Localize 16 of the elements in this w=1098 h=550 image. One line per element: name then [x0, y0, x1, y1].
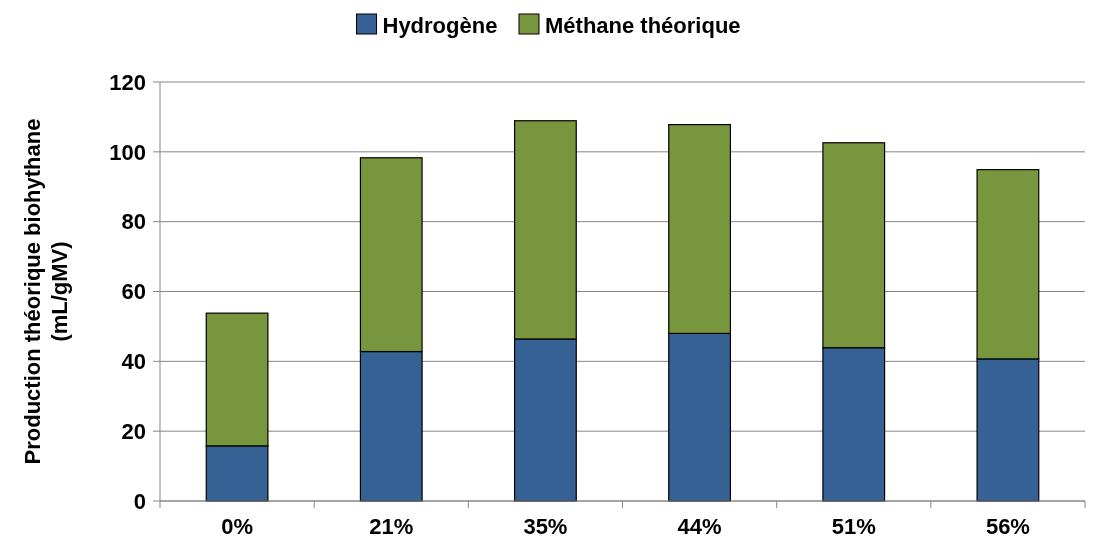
y-tick-label: 40 — [121, 349, 146, 375]
legend-label: Méthane théorique — [545, 12, 741, 38]
x-tick-label: 51% — [831, 514, 876, 539]
y-tick-label: 100 — [109, 139, 146, 165]
x-tick-label: 0% — [221, 514, 253, 539]
x-tick-label: 56% — [985, 514, 1030, 539]
x-tick-label: 21% — [369, 514, 414, 539]
y-tick-label: 120 — [109, 69, 146, 95]
y-tick-label: 20 — [121, 418, 146, 444]
legend-label: Hydrogène — [382, 12, 498, 38]
x-tick-label: 44% — [677, 514, 722, 539]
y-tick-label: 0 — [133, 488, 146, 514]
y-tick-label: 80 — [121, 209, 146, 235]
y-axis-title: Production théorique biohythane (mL/gMV) — [20, 118, 72, 465]
x-tick-label: 35% — [523, 514, 568, 539]
y-tick-label: 60 — [121, 279, 146, 305]
